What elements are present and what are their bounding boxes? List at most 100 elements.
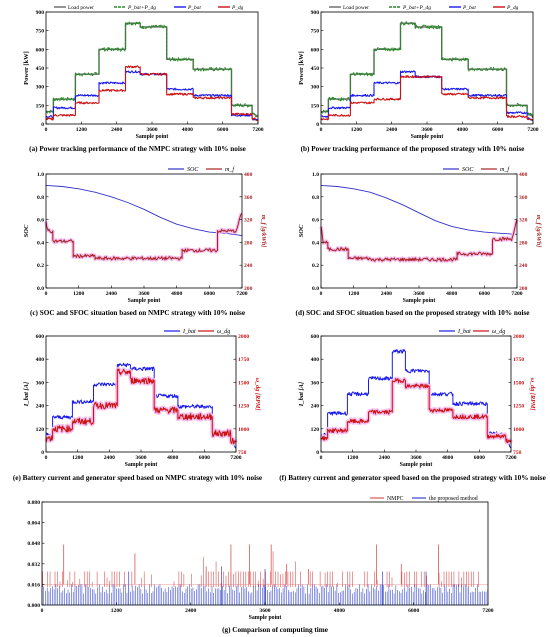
y-tick-label: 300 [36,85,45,91]
x-tick-label: 7200 [505,455,516,461]
x-tick-label: 7200 [230,455,241,461]
y-tick-label: 600 [311,47,320,53]
chart-d: 0 1200 2400 3600 4800 6000 7200 0.0 0.2 0.4 0.6 0.8… [298,166,542,304]
y-tick-label: 300 [311,85,320,91]
legend-label-wdg: ω_dg [217,329,230,335]
legend-label-mf: m_f [225,166,235,173]
y-axis-label: Power [kW] [298,51,305,85]
x-tick-label: 2400 [381,291,392,297]
y2-tick-label: 1750 [238,357,249,363]
x-tick-label: 6000 [204,291,215,297]
y-tick-label: 120 [311,427,320,433]
y2-tick-label: 320 [244,218,253,224]
x-tick-label: 7200 [236,291,247,297]
noise-band-mf [319,219,519,263]
y-tick-label: 120 [36,427,45,433]
y2-tick-label: 1000 [513,427,524,433]
y2-tick-label: 1250 [238,404,249,410]
caption-b: (b) Power tracking performance of the pr… [300,145,525,153]
plot-frame [320,173,518,289]
y-tick-label: 0.4 [312,240,319,246]
x-tick-label: 4800 [182,127,193,133]
x-tick-label: 4800 [457,127,468,133]
series-line-soc [320,184,518,235]
legend-label: Load power [68,5,94,11]
y2-tick-label: 240 [244,263,253,269]
x-tick-label: 2400 [185,608,196,614]
y2-tick-label: 750 [238,450,247,456]
x-tick-label: 1200 [76,127,87,133]
legend-label: P_dg [506,5,519,11]
legend-label-soc: SOC [462,167,474,173]
y-tick-label: 600 [36,47,45,53]
y2-tick-label: 400 [244,172,253,178]
y2-tick-label: 360 [244,195,253,201]
x-axis-label: Sample point [411,134,444,140]
legend-label: Load power [343,5,369,11]
series-line-load-power [321,22,534,118]
x-tick-label: 0 [45,455,48,461]
y2-axis-label: ω_dg [RPM] [529,378,536,411]
x-tick-label: 4800 [334,608,345,614]
x-tick-label: 3600 [410,455,421,461]
y-tick-label: 1.0 [37,172,44,178]
x-tick-label: 1200 [72,455,83,461]
x-tick-label: 2400 [379,455,390,461]
x-tick-label: 7200 [511,291,522,297]
series-line-ibat [45,362,237,449]
x-tick-label: 2400 [106,291,117,297]
y-tick-label: 0.2 [37,263,44,269]
y-tick-label: 480 [36,357,45,363]
x-tick-label: 7200 [482,608,493,614]
y2-tick-label: 200 [519,286,528,292]
caption-g: (g) Comparison of computing time [222,626,328,634]
x-tick-label: 2400 [104,455,115,461]
legend-label-nmpc: NMPC [387,496,404,502]
y-tick-label: 0.0 [312,286,319,292]
y-tick-label: 0.048 [27,541,40,547]
plot-frame [45,11,259,125]
x-tick-label: 3600 [135,455,146,461]
series-line-wdg [320,378,512,444]
y-tick-label: 0.032 [27,562,40,568]
caption-a: (a) Power tracking performance of the NM… [29,145,246,153]
y-tick-label: 0.6 [37,218,44,224]
plot-frame [45,173,243,289]
legend-label: P_dg [231,5,244,11]
panel-c: 0 1200 2400 3600 4800 6000 7200 0.0 0.2 0.4 0.6 0.8… [0,160,275,320]
x-tick-label: 7200 [527,127,538,133]
series-line-wdg [45,368,237,445]
y-tick-label: 450 [311,66,320,72]
y2-tick-label: 280 [519,240,528,246]
y-tick-label: 150 [36,103,45,109]
y-tick-label: 0 [41,122,44,128]
legend-label: P_bat [187,5,201,11]
y-tick-label: 0.016 [27,582,40,588]
y-tick-label: 0.064 [27,521,40,527]
x-axis-label: Sample point [403,298,436,304]
y2-axis-label: m_f [g/kWh] [260,215,267,247]
x-tick-label: 0 [41,608,44,614]
series-line-p-dg [45,65,259,122]
y-axis-label: SOC [23,224,30,237]
legend-label-ibat: I_bat [457,329,471,335]
x-axis-label: Sample point [125,462,158,468]
series-line-p-bat-p-dg [320,20,534,118]
x-tick-label: 3600 [421,127,432,133]
series-line-p-bat [45,70,259,121]
x-tick-label: 0 [320,291,323,297]
y2-tick-label: 1500 [513,380,524,386]
series-line-mf [320,219,518,262]
panel-b: 0 1200 2400 3600 4800 6000 7200 0 150 300 450 600 75… [275,0,550,160]
x-tick-label: 1200 [348,291,359,297]
y2-tick-label: 240 [519,263,528,269]
y-tick-label: 150 [311,103,320,109]
series-line-p-bat [320,70,534,122]
y2-tick-label: 1750 [513,357,524,363]
y-tick-label: 0 [316,122,319,128]
chart-g: 0 1200 2400 3600 4800 6000 7200 0.000 0.016 0.032… [27,496,493,621]
series-line-p-bat-p-dg [45,21,259,118]
legend-label-mf: m_f [500,166,510,173]
x-tick-label: 6000 [408,608,419,614]
x-tick-label: 4800 [446,291,457,297]
